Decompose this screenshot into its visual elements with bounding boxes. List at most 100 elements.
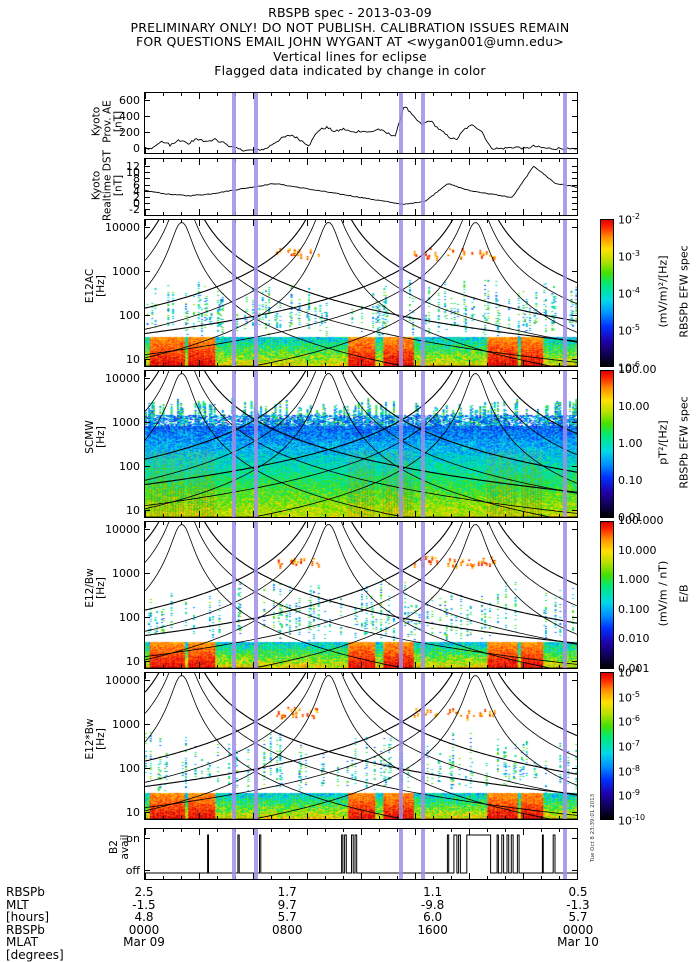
x-tick [271, 816, 272, 819]
x-tick [181, 829, 182, 832]
x-tick [577, 662, 578, 668]
x-tick [469, 873, 470, 879]
tick-mark [572, 227, 578, 228]
x-tick [307, 873, 308, 879]
x-tick [199, 813, 200, 819]
x-tick [379, 876, 380, 879]
x-tick [397, 673, 398, 676]
panel-scmw-spectrogram [145, 371, 577, 517]
x-tick [559, 876, 560, 879]
panel-e12xbw-gyrofrequency-curves [145, 673, 577, 819]
x-tick [559, 522, 560, 525]
tick-mark [572, 510, 578, 511]
x-tick [523, 511, 524, 517]
page-title: RBSPB spec - 2013-03-09 PRELIMINARY ONLY… [0, 5, 700, 79]
x-tick [325, 665, 326, 668]
eclipse-line [398, 93, 403, 153]
x-tick [361, 829, 362, 835]
x-tick [451, 673, 452, 676]
eclipse-line [562, 673, 567, 819]
eclipse-line [231, 159, 236, 215]
panel-e12ac-ytick: 10 [126, 353, 140, 366]
x-axis-tick-column: 0.5 -1.3 5.7 0000 Mar 10 [528, 886, 628, 949]
x-axis-mlat-value: -9.8 [420, 897, 445, 912]
tick-mark [572, 197, 578, 198]
x-tick [361, 511, 362, 517]
colorbar-cb1-unit: (mV/m)²/[Hz] [656, 255, 670, 328]
panel-b2avail-ytick: off [125, 864, 140, 877]
x-tick [505, 220, 506, 223]
panel-ae-ytick: 200 [119, 126, 140, 139]
x-tick [361, 673, 362, 679]
eclipse-line [231, 522, 236, 668]
x-tick [253, 159, 254, 165]
x-tick [487, 514, 488, 517]
x-tick [433, 665, 434, 668]
x-tick [541, 876, 542, 879]
panel-e12bw-ytick: 10 [126, 655, 140, 668]
x-tick [379, 829, 380, 832]
panel-dst [144, 158, 578, 216]
colorbar-cb3-tick: 0.010 [618, 632, 650, 646]
tick-mark [144, 661, 150, 662]
x-tick [181, 159, 182, 162]
x-tick [181, 212, 182, 215]
x-tick [307, 220, 308, 226]
tick-mark [572, 378, 578, 379]
x-tick [271, 220, 272, 223]
x-tick [559, 93, 560, 96]
x-axis-row-label: RBSPb [6, 885, 45, 899]
eclipse-line [562, 159, 567, 215]
colorbar-cb1-tick: 10-2 [618, 212, 640, 227]
x-tick [469, 360, 470, 366]
colorbar-cb3-tick: 0.001 [618, 662, 650, 675]
x-tick [397, 212, 398, 215]
x-tick [433, 93, 434, 96]
x-tick [379, 673, 380, 676]
x-tick [217, 159, 218, 162]
x-axis-row-label: [degrees] [6, 948, 64, 962]
colorbar-cb3-name: E/B [677, 584, 691, 603]
x-tick [451, 93, 452, 96]
title-line-1: RBSPB spec - 2013-03-09 [268, 5, 432, 20]
x-tick [325, 220, 326, 223]
x-tick [469, 522, 470, 528]
title-line-3: FOR QUESTIONS EMAIL JOHN WYGANT AT <wyga… [135, 34, 564, 49]
tick-mark [144, 680, 150, 681]
x-tick [505, 212, 506, 215]
tick-mark [572, 148, 578, 149]
tick-mark [572, 190, 578, 192]
x-tick [145, 662, 146, 668]
x-tick [217, 816, 218, 819]
x-tick [415, 662, 416, 668]
panel-scmw-ytick: 1000 [112, 416, 140, 429]
tick-mark [144, 132, 150, 133]
panel-b2avail-trace [145, 834, 577, 874]
colorbar-cb1-tick: 10-3 [618, 249, 640, 264]
x-tick [253, 220, 254, 226]
panel-e12xbw-ytick: 10000 [105, 674, 140, 687]
x-tick [469, 159, 470, 165]
x-tick [163, 816, 164, 819]
x-tick [325, 876, 326, 879]
x-tick [325, 159, 326, 162]
tick-mark [144, 422, 150, 423]
eclipse-line [398, 220, 403, 366]
x-tick [307, 371, 308, 377]
panel-dst-ytick: 6 [133, 178, 140, 192]
x-tick [199, 93, 200, 99]
x-tick [199, 220, 200, 226]
x-tick [487, 665, 488, 668]
x-tick [559, 673, 560, 676]
x-tick [325, 363, 326, 366]
x-tick [451, 159, 452, 162]
x-tick [289, 522, 290, 525]
x-tick [271, 212, 272, 215]
x-tick [253, 873, 254, 879]
eclipse-line [562, 93, 567, 153]
eclipse-line [421, 673, 426, 819]
x-axis-mlat-value: -1.5 [132, 897, 156, 912]
x-tick [433, 673, 434, 676]
tick-mark [144, 378, 150, 379]
x-tick [325, 212, 326, 215]
